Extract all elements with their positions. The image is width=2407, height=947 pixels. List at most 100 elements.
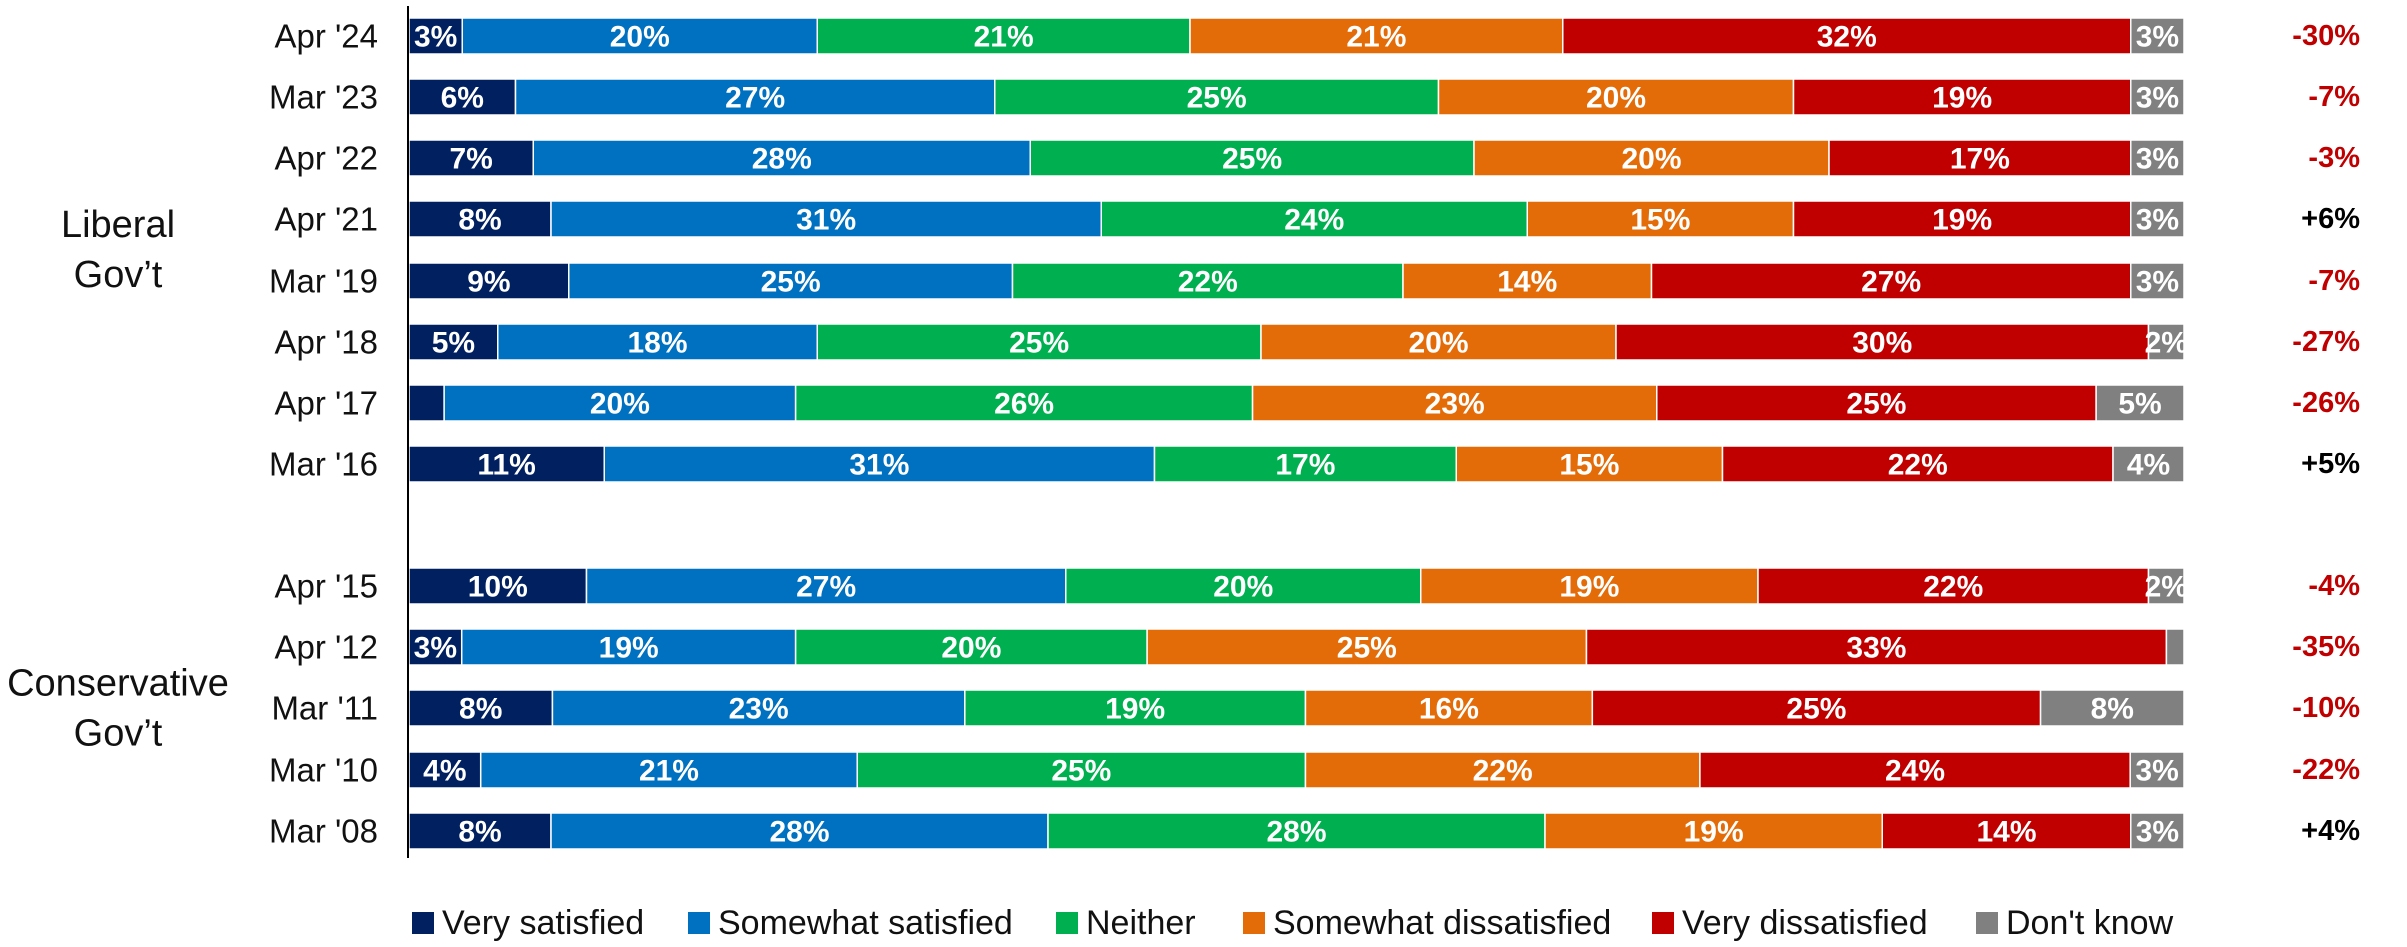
bar-data-label: 20% [941, 632, 1001, 665]
bar-data-label: 27% [1861, 266, 1921, 299]
bar-data-label: 2% [2145, 571, 2188, 604]
bar-data-label: 3% [2136, 143, 2179, 176]
bar-data-label: 20% [1408, 327, 1468, 360]
bar-segment-very-dissatisfied [1828, 139, 2132, 177]
bar-segment-somewhat-satisfied [550, 200, 1102, 238]
group-label: Gov’t [74, 713, 163, 755]
bar-segment-somewhat-satisfied [603, 445, 1156, 483]
bar-segment-don-t-know [2130, 17, 2185, 55]
bars [408, 17, 2185, 850]
bar-data-label: 18% [627, 327, 687, 360]
net-score-label: -10% [2292, 692, 2360, 724]
bar-data-label: 2% [2145, 327, 2188, 360]
bar-data-label: 17% [1275, 449, 1335, 482]
legend-swatch-very-dissatisfied [1652, 912, 1674, 934]
bar-segment-don-t-know [2095, 384, 2185, 422]
bar-segment-very-satisfied [408, 323, 499, 361]
bar-data-label: 16% [1419, 693, 1479, 726]
bar-segment-don-t-know [2147, 323, 2185, 361]
bar-segment-somewhat-satisfied [461, 17, 818, 55]
bar-data-label: 28% [769, 816, 829, 849]
bar-data-label: 31% [796, 204, 856, 237]
bar-data-label: 6% [441, 82, 484, 115]
bar-data-label: 3% [2136, 82, 2179, 115]
bar-segment-somewhat-satisfied [551, 689, 966, 727]
bar-segment-somewhat-dissatisfied [1526, 200, 1795, 238]
bar-segment-somewhat-dissatisfied [1437, 78, 1795, 116]
bar-data-label: 4% [2127, 449, 2170, 482]
legend-label-somewhat-dissatisfied: Somewhat dissatisfied [1273, 904, 1611, 942]
group-label: Gov’t [74, 254, 163, 296]
bar-data-label: 20% [1586, 82, 1646, 115]
bar-data-label: 27% [725, 82, 785, 115]
bar-data-label: 20% [1213, 571, 1273, 604]
bar-segment-very-satisfied [408, 384, 445, 422]
bar-segment-somewhat-dissatisfied [1251, 384, 1658, 422]
bar-segment-don-t-know [2112, 445, 2185, 483]
bar-segment-somewhat-satisfied [479, 751, 858, 789]
bar-segment-very-dissatisfied [1721, 445, 2114, 483]
bar-segment-don-t-know [2130, 262, 2185, 300]
category-label: Mar '10 [269, 752, 378, 789]
category-label: Mar '23 [269, 79, 378, 116]
category-label: Apr '24 [274, 18, 378, 55]
legend: Very satisfied Somewhat satisfied Neither S… [412, 904, 2174, 942]
bar-segment-very-dissatisfied [1615, 323, 2150, 361]
net-score-label: -26% [2292, 387, 2360, 419]
legend-label-very-dissatisfied: Very dissatisfied [1682, 904, 1928, 942]
bar-segment-very-satisfied [408, 689, 554, 727]
bar-segment-neither [964, 689, 1307, 727]
bar-segment-very-satisfied [408, 200, 552, 238]
bar-data-label: 21% [639, 755, 699, 788]
bar-data-label: 14% [1497, 266, 1557, 299]
bar-segment-somewhat-dissatisfied [1544, 812, 1883, 850]
bar-data-label: 20% [1621, 143, 1681, 176]
bar-segment-don-t-know [2130, 78, 2185, 116]
bar-segment-don-t-know [2165, 628, 2185, 666]
legend-label-don-t-know: Don't know [2006, 904, 2174, 942]
bar-segment-don-t-know [2130, 200, 2185, 238]
bar-data-label: 21% [974, 21, 1034, 54]
bar-data-label: 11% [477, 449, 535, 482]
bar-segment-very-satisfied [408, 78, 517, 116]
category-label: Apr '17 [274, 385, 378, 422]
bar-segment-somewhat-dissatisfied [1304, 751, 1701, 789]
category-label: Mar '08 [269, 813, 378, 850]
category-labels: Apr '24 Mar '23 Apr '22 Apr '21 Mar '19 Apr '… [269, 18, 378, 850]
group-labels: Liberal Gov’t Conservative Gov’t [7, 204, 229, 755]
bar-data-label: 8% [459, 693, 502, 726]
bar-data-label: 24% [1284, 204, 1344, 237]
bar-data-label: 23% [1425, 388, 1485, 421]
bar-segment-don-t-know [2130, 812, 2185, 850]
category-label: Mar '11 [271, 690, 378, 727]
bar-data-label: 25% [1337, 632, 1397, 665]
bar-segment-somewhat-satisfied [443, 384, 797, 422]
bar-data-label: 19% [1932, 82, 1992, 115]
bar-data-label: 25% [1786, 693, 1846, 726]
bar-segment-somewhat-dissatisfied [1473, 139, 1830, 177]
bar-segment-very-dissatisfied [1562, 17, 2132, 55]
legend-swatch-neither [1056, 912, 1078, 934]
category-label: Apr '21 [274, 201, 378, 238]
bar-data-label: 33% [1846, 632, 1906, 665]
bar-segment-very-satisfied [408, 445, 605, 483]
bar-data-label: 19% [1684, 816, 1744, 849]
bar-data-label: 19% [1559, 571, 1619, 604]
bar-data-label: 27% [796, 571, 856, 604]
bar-segment-somewhat-satisfied [550, 812, 1049, 850]
category-label: Apr '18 [274, 324, 378, 361]
bar-segment-very-satisfied [408, 567, 588, 605]
bar-data-label: 25% [1846, 388, 1906, 421]
bar-segment-somewhat-dissatisfied [1260, 323, 1617, 361]
bar-segment-somewhat-satisfied [460, 628, 797, 666]
bar-data-label: 14% [1976, 816, 2036, 849]
bar-segment-very-satisfied [408, 139, 534, 177]
legend-label-somewhat-satisfied: Somewhat satisfied [718, 904, 1013, 942]
bar-segment-very-satisfied [408, 262, 570, 300]
bar-data-label: 25% [1222, 143, 1282, 176]
bar-segment-neither [1047, 812, 1546, 850]
bar-segment-don-t-know [2130, 139, 2185, 177]
group-label: Conservative [7, 663, 229, 705]
bar-segment-neither [1100, 200, 1528, 238]
